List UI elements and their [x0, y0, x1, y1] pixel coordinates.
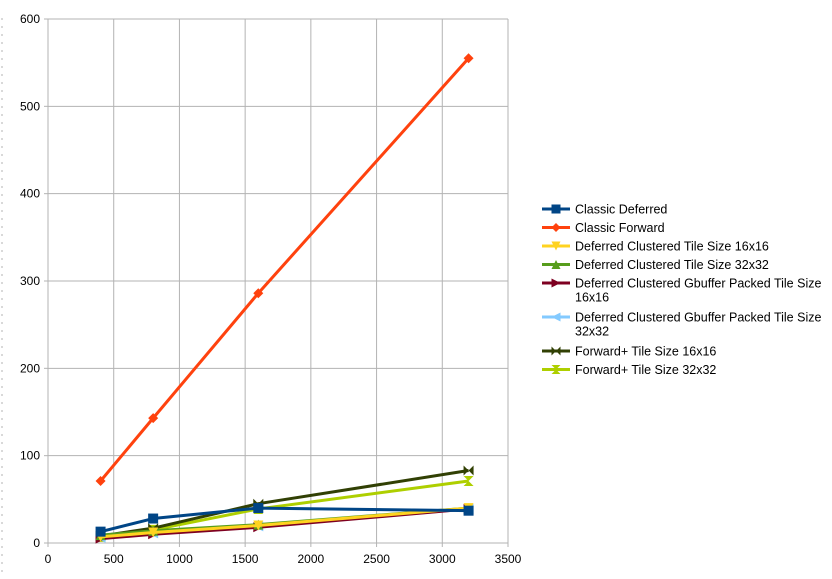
marker-hourglass: [463, 475, 474, 486]
marker-square: [253, 503, 264, 514]
marker-triangle-down: [551, 241, 561, 251]
marker-bowtie: [551, 346, 561, 356]
gridlines: [47, 18, 509, 544]
legend-label: Forward+ Tile Size 16x16: [575, 345, 716, 359]
legend-label: Forward+ Tile Size 32x32: [575, 363, 716, 377]
x-tick-label: 2500: [363, 552, 390, 566]
legend-label: Deferred Clustered Tile Size 16x16: [575, 240, 769, 254]
y-tick-label: 400: [20, 187, 40, 201]
legend: Classic Deferred Classic Forward Deferred …: [542, 203, 821, 377]
x-tick-label: 0: [45, 552, 52, 566]
tick-labels: 0 500 1000 1500 2000 2500 3000 3500 0 100 200 300 40…: [20, 12, 522, 566]
y-tick-label: 0: [33, 536, 40, 550]
marker-square: [95, 526, 106, 537]
legend-item: Classic Deferred: [542, 203, 667, 217]
y-tick-label: 500: [20, 99, 40, 113]
x-tick-label: 2000: [298, 552, 325, 566]
series-classic-forward: [95, 53, 474, 486]
marker-diamond: [253, 288, 264, 299]
legend-label: Deferred Clustered Gbuffer Packed Tile S…: [575, 311, 821, 325]
marker-square: [463, 505, 474, 516]
marker-triangle-right: [551, 278, 561, 288]
marker-square: [148, 513, 159, 524]
series-line: [100, 506, 469, 539]
marker-triangle-down: [148, 527, 159, 538]
y-tick-label: 600: [20, 12, 40, 26]
legend-label: Deferred Clustered Tile Size 32x32: [575, 258, 769, 272]
legend-item: Deferred Clustered Gbuffer Packed Tile S…: [542, 311, 821, 339]
series-line: [100, 506, 469, 534]
legend-label: Classic Forward: [575, 221, 665, 235]
legend-label: 16x16: [575, 291, 609, 305]
x-tick-label: 3000: [429, 552, 456, 566]
series-layer: [95, 53, 474, 544]
series-classic-deferred: [95, 503, 474, 537]
legend-item: Deferred Clustered Gbuffer Packed Tile S…: [542, 277, 821, 305]
legend-label: 32x32: [575, 325, 609, 339]
y-tick-label: 300: [20, 274, 40, 288]
legend-item: Deferred Clustered Tile Size 16x16: [542, 240, 769, 254]
x-tick-label: 1500: [232, 552, 259, 566]
marker-triangle-up: [551, 260, 561, 269]
legend-item: Deferred Clustered Tile Size 32x32: [542, 258, 769, 272]
legend-item: Forward+ Tile Size 16x16: [542, 345, 716, 359]
x-tick-label: 500: [104, 552, 124, 566]
legend-item: Forward+ Tile Size 32x32: [542, 363, 716, 377]
marker-hourglass: [551, 365, 561, 374]
marker-diamond: [95, 475, 106, 486]
legend-label: Deferred Clustered Gbuffer Packed Tile S…: [575, 277, 821, 291]
y-tick-label: 100: [20, 449, 40, 463]
marker-diamond: [148, 413, 159, 424]
y-tick-label: 200: [20, 361, 40, 375]
marker-bowtie: [463, 465, 474, 476]
marker-diamond: [463, 53, 474, 64]
marker-triangle-left: [551, 312, 561, 322]
series-line: [99, 57, 470, 482]
legend-label: Classic Deferred: [575, 203, 667, 217]
marker-diamond: [551, 223, 561, 232]
x-tick-label: 3500: [495, 552, 522, 566]
marker-square: [551, 204, 561, 214]
x-tick-label: 1000: [166, 552, 193, 566]
axes: [1, 18, 509, 572]
legend-item: Classic Forward: [542, 221, 665, 235]
marker-triangle-down: [253, 520, 264, 531]
